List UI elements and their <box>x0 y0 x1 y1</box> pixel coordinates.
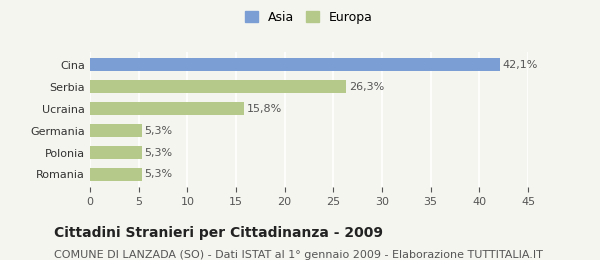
Text: 42,1%: 42,1% <box>503 60 538 70</box>
Text: Cittadini Stranieri per Cittadinanza - 2009: Cittadini Stranieri per Cittadinanza - 2… <box>54 226 383 240</box>
Text: 5,3%: 5,3% <box>145 126 173 135</box>
Bar <box>90 58 500 71</box>
Bar <box>90 124 142 137</box>
Bar <box>90 168 142 181</box>
Text: 5,3%: 5,3% <box>145 170 173 179</box>
Text: 15,8%: 15,8% <box>247 104 282 114</box>
Legend: Asia, Europa: Asia, Europa <box>241 7 377 27</box>
Bar <box>90 80 346 93</box>
Bar <box>90 146 142 159</box>
Text: 26,3%: 26,3% <box>349 82 384 92</box>
Text: 5,3%: 5,3% <box>145 147 173 158</box>
Bar <box>90 102 244 115</box>
Text: COMUNE DI LANZADA (SO) - Dati ISTAT al 1° gennaio 2009 - Elaborazione TUTTITALIA: COMUNE DI LANZADA (SO) - Dati ISTAT al 1… <box>54 250 543 259</box>
